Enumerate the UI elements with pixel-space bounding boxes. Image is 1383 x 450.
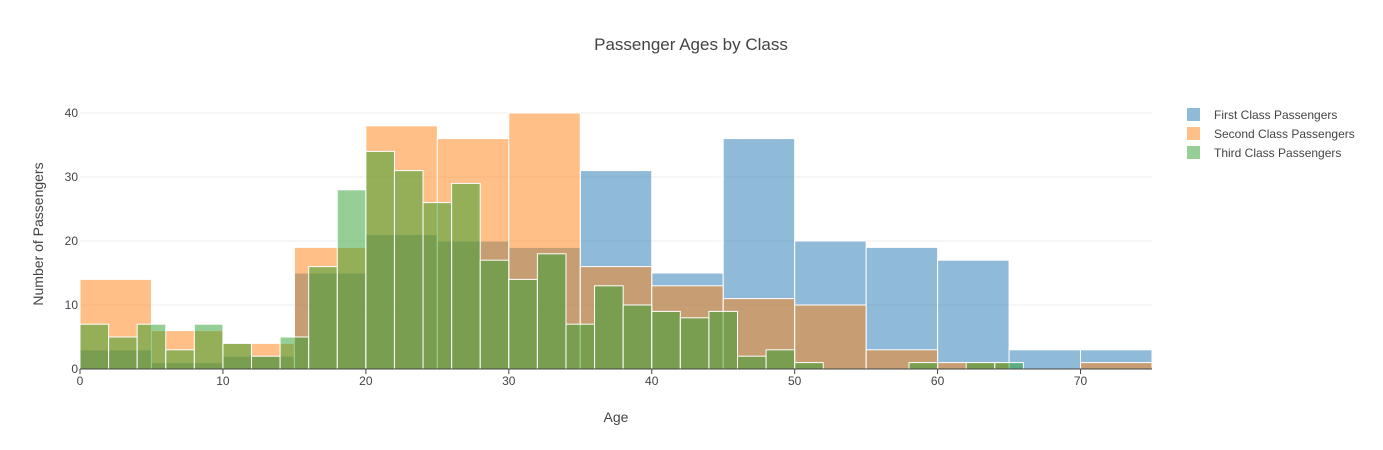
- histogram-bar[interactable]: [536, 253, 567, 370]
- histogram-bar[interactable]: [422, 202, 453, 370]
- x-tick-label: 60: [931, 374, 945, 388]
- chart-title: Passenger Ages by Class: [594, 35, 788, 54]
- y-tick-label: 40: [65, 106, 79, 120]
- histogram-bar[interactable]: [1080, 362, 1153, 370]
- x-tick-label: 70: [1074, 374, 1088, 388]
- legend-label: First Class Passengers: [1214, 108, 1337, 122]
- legend-label: Second Class Passengers: [1214, 127, 1355, 141]
- histogram-bar[interactable]: [136, 323, 167, 370]
- histogram-bar[interactable]: [336, 189, 367, 370]
- y-tick-label: 20: [65, 234, 79, 248]
- histogram-bar[interactable]: [165, 349, 195, 370]
- legend-label: Third Class Passengers: [1214, 146, 1341, 160]
- histogram-bar[interactable]: [794, 362, 824, 370]
- bars: [79, 112, 1153, 370]
- histogram-bar[interactable]: [765, 349, 796, 370]
- series-3-bars: [79, 150, 1024, 370]
- histogram-bar[interactable]: [393, 170, 424, 370]
- x-tick-label: 20: [359, 374, 373, 388]
- histogram-bar[interactable]: [193, 323, 224, 370]
- histogram-bar[interactable]: [222, 342, 253, 370]
- histogram-bar[interactable]: [622, 304, 653, 370]
- histogram-bar[interactable]: [79, 323, 110, 370]
- histogram-bar[interactable]: [451, 182, 481, 370]
- x-tick-label: 30: [502, 374, 516, 388]
- histogram-bar[interactable]: [736, 355, 767, 370]
- legend-item-1[interactable]: First Class Passengers: [1187, 108, 1337, 122]
- histogram-bar[interactable]: [594, 285, 624, 370]
- legend[interactable]: First Class Passengers Second Class Passe…: [1187, 108, 1355, 160]
- histogram-bar[interactable]: [565, 323, 596, 370]
- histogram-bar[interactable]: [937, 259, 1010, 370]
- x-tick-label: 50: [788, 374, 802, 388]
- legend-item-2[interactable]: Second Class Passengers: [1187, 127, 1355, 141]
- y-axis-title: Number of Passengers: [30, 162, 46, 305]
- histogram-bar[interactable]: [365, 150, 395, 370]
- legend-swatch: [1187, 127, 1200, 140]
- histogram-bar[interactable]: [679, 317, 710, 370]
- histogram-bar[interactable]: [508, 278, 538, 370]
- legend-swatch: [1187, 108, 1200, 121]
- y-tick-label: 0: [71, 362, 78, 376]
- histogram-bar[interactable]: [708, 310, 738, 370]
- axes: 0 10 20 30 40 0 10 20 30 40 50 60 70: [65, 106, 1152, 388]
- y-tick-label: 10: [65, 298, 79, 312]
- y-tick-label: 30: [65, 170, 79, 184]
- x-axis-title: Age: [604, 409, 629, 425]
- histogram-bar[interactable]: [279, 336, 310, 370]
- histogram-bar[interactable]: [308, 266, 338, 370]
- x-tick-label: 10: [216, 374, 230, 388]
- histogram-bar[interactable]: [794, 304, 867, 370]
- histogram-bar[interactable]: [965, 362, 996, 370]
- x-tick-label: 40: [645, 374, 659, 388]
- histogram-bar[interactable]: [908, 362, 939, 370]
- histogram-bar[interactable]: [108, 336, 138, 370]
- histogram-bar[interactable]: [251, 355, 281, 370]
- x-tick-label: 0: [77, 374, 84, 388]
- histogram-bar[interactable]: [994, 362, 1024, 370]
- legend-item-3[interactable]: Third Class Passengers: [1187, 146, 1341, 160]
- legend-swatch: [1187, 146, 1200, 159]
- histogram-bar[interactable]: [651, 310, 681, 370]
- histogram-bar[interactable]: [479, 259, 510, 370]
